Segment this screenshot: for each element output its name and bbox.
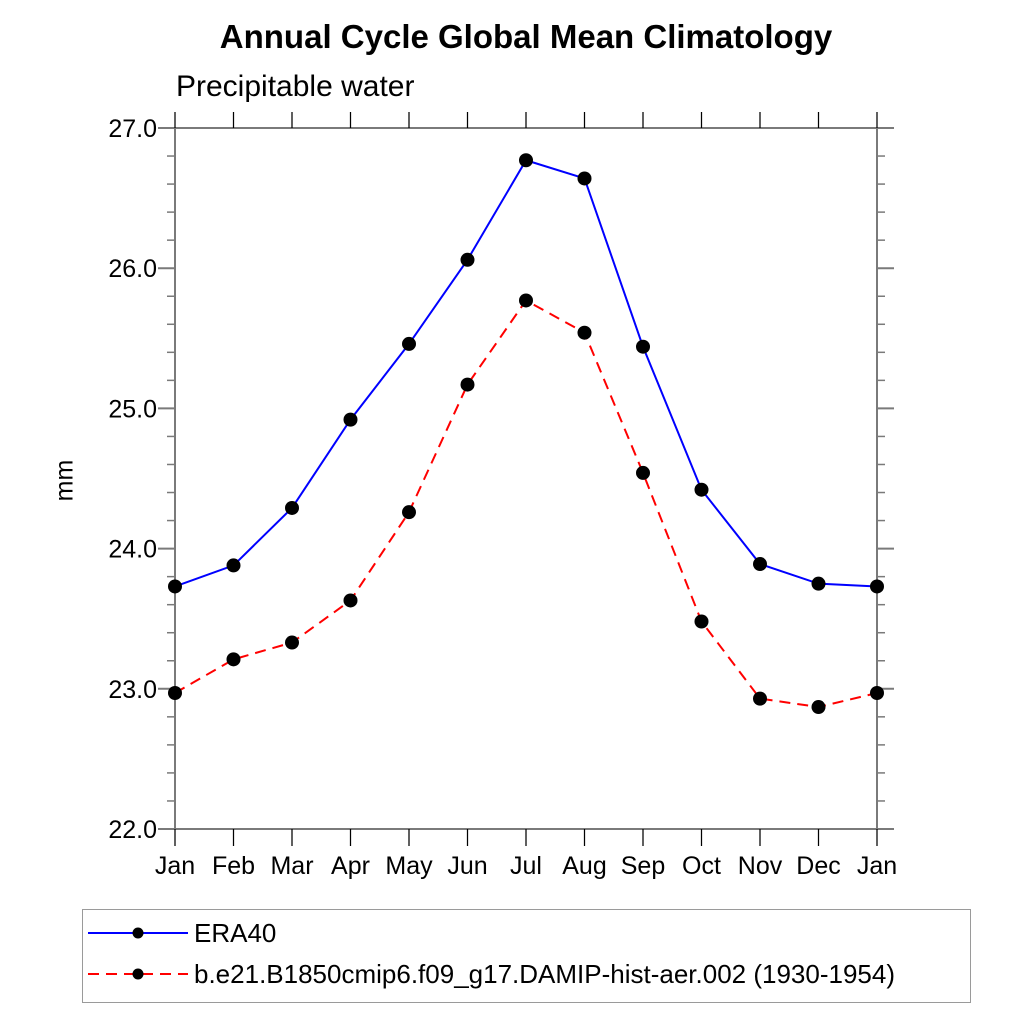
x-tick-label: Mar: [270, 852, 313, 880]
data-point-marker: [460, 252, 475, 267]
data-point-marker: [636, 339, 650, 354]
x-tick-label: Jan: [857, 852, 897, 880]
data-point-marker: [402, 505, 416, 520]
data-point-marker: [811, 576, 826, 591]
data-point-marker: [694, 482, 709, 497]
chart-title: Annual Cycle Global Mean Climatology: [219, 18, 833, 55]
x-tick-label: Jul: [510, 852, 542, 880]
x-tick-label: Jun: [447, 852, 487, 880]
x-tick-label: Nov: [738, 852, 783, 880]
data-point-marker: [285, 500, 299, 515]
data-point-marker: [343, 593, 358, 608]
data-point-marker: [519, 293, 533, 308]
legend-label-era40: ERA40: [194, 917, 277, 948]
series-line: [174, 159, 878, 588]
y-tick-label: 27.0: [108, 115, 157, 143]
data-point-marker: [402, 336, 416, 351]
chart-subtitle: Precipitable water: [176, 70, 415, 103]
series-era40: [168, 153, 884, 594]
data-point-marker: [753, 557, 767, 572]
data-point-marker: [577, 325, 592, 340]
data-point-marker: [343, 412, 358, 427]
data-point-marker: [636, 465, 650, 480]
y-tick-label: 24.0: [108, 536, 157, 564]
data-point-marker: [226, 558, 241, 573]
data-point-marker: [870, 686, 884, 701]
data-point-marker: [577, 171, 592, 186]
legend-entry-model: b.e21.B1850cmip6.f09_g17.DAMIP-hist-aer.…: [88, 958, 895, 989]
legend-sample-line-era40: [88, 927, 188, 939]
legend-box: ERA40 b.e21.B1850cmip6.f09_g17.DAMIP-his…: [82, 909, 971, 1003]
x-tick-label: May: [385, 852, 433, 880]
data-point-marker: [168, 579, 182, 594]
x-tick-label: Feb: [212, 852, 255, 880]
x-tick-label: Dec: [796, 852, 840, 880]
y-tick-label: 23.0: [108, 676, 157, 704]
legend-marker: [132, 927, 144, 939]
legend-label-model: b.e21.B1850cmip6.f09_g17.DAMIP-hist-aer.…: [194, 958, 895, 989]
x-tick-label: Oct: [682, 852, 721, 880]
data-point-marker: [226, 652, 241, 667]
data-point-marker: [811, 700, 826, 715]
y-axis-tick-labels: 22.0 23.0 24.0 25.0 26.0 27.0: [108, 115, 157, 844]
data-point-marker: [519, 153, 533, 168]
legend-marker: [132, 968, 144, 980]
x-axis-ticks: [174, 112, 878, 846]
data-point-marker: [870, 579, 884, 594]
y-tick-label: 26.0: [108, 255, 157, 283]
legend-entry-era40: ERA40: [88, 917, 277, 948]
data-point-marker: [168, 686, 182, 701]
x-tick-label: Jan: [155, 852, 195, 880]
data-point-marker: [694, 614, 709, 629]
x-tick-label: Sep: [621, 852, 665, 880]
y-tick-label: 25.0: [108, 395, 157, 423]
y-axis-ticks: [158, 127, 894, 830]
y-tick-label: 22.0: [108, 816, 157, 844]
data-point-marker: [285, 635, 299, 650]
x-tick-label: Aug: [562, 852, 606, 880]
series-line: [174, 299, 878, 709]
axis-frame: [174, 127, 878, 830]
x-axis-tick-labels: Jan Feb Mar Apr May Jun Jul Aug Sep Oct Nov Dec Jan: [155, 852, 897, 880]
series-model: [168, 293, 884, 715]
x-tick-label: Apr: [331, 852, 370, 880]
data-point-marker: [460, 377, 475, 392]
data-point-marker: [753, 691, 767, 706]
legend-sample-line-model: [88, 968, 188, 980]
